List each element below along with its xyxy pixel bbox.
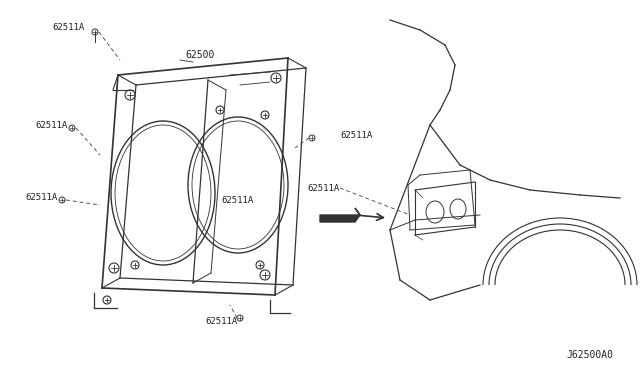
Text: 62500: 62500 [186,50,214,60]
Text: J62500A0: J62500A0 [566,350,614,360]
Text: 62511A: 62511A [205,317,237,327]
Text: 62511A: 62511A [35,121,67,129]
Text: 62511A: 62511A [25,192,57,202]
Text: 62511A: 62511A [222,196,254,205]
Polygon shape [320,208,360,222]
Text: 62511A: 62511A [308,183,340,192]
Text: 62511A: 62511A [52,22,84,32]
Text: 62511A: 62511A [340,131,372,140]
